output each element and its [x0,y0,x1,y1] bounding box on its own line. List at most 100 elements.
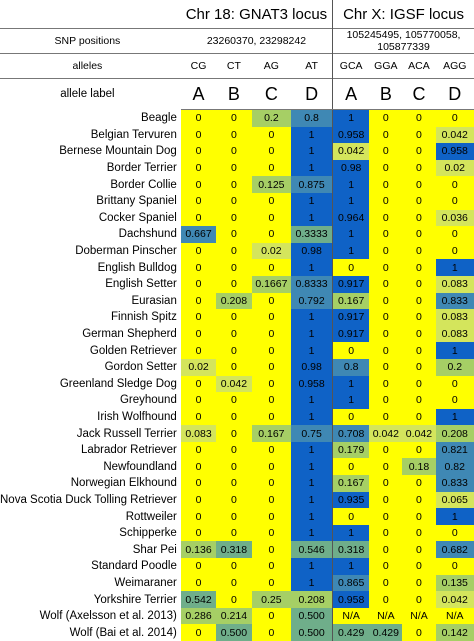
gnat3-freq-cell: 0.208 [291,591,332,608]
gnat3-freq-cell: 0 [216,508,251,525]
igsf-freq-cell: 0.917 [333,309,370,326]
igsf-freq-cell: 0 [369,243,402,260]
gnat3-freq-cell: 0 [252,458,292,475]
gnat3-allele-label-0: A [181,79,216,110]
igsf-allele-label-0: A [333,79,370,110]
igsf-freq-cell: 0 [402,160,435,177]
gnat3-freq-cell: 0 [181,243,216,260]
igsf-freq-cell: 0.208 [436,425,474,442]
gnat3-freq-cell: 0 [252,376,292,393]
igsf-freq-cell: 1 [333,243,370,260]
breed-label: Greyhound [0,392,181,409]
igsf-freq-cell: 0 [369,226,402,243]
gnat3-freq-cell: 0.875 [291,176,332,193]
gnat3-freq-cell: 0.667 [181,226,216,243]
gnat3-freq-cell: 0 [252,359,292,376]
gnat3-freq-cell: 1 [291,508,332,525]
gnat3-snp-positions: 23260370, 23298242 [181,29,333,54]
gnat3-freq-cell: 0.25 [252,591,292,608]
igsf-freq-cell: 0 [402,525,435,542]
breed-label: German Shepherd [0,326,181,343]
igsf-freq-cell: 0.036 [436,210,474,227]
igsf-freq-cell: 0 [402,624,435,641]
igsf-allele-3: AGG [436,54,474,79]
igsf-freq-cell: 0 [369,210,402,227]
igsf-freq-cell: 0 [402,359,435,376]
gnat3-freq-cell: 0 [252,293,292,310]
breed-label: Standard Poodle [0,558,181,575]
igsf-freq-cell: 0 [436,558,474,575]
breed-label: Beagle [0,110,181,127]
gnat3-freq-cell: 0 [181,409,216,426]
gnat3-freq-cell: 0 [252,575,292,592]
gnat3-freq-cell: 0 [181,143,216,160]
igsf-freq-cell: 0.042 [402,425,435,442]
gnat3-freq-cell: 0.1667 [252,276,292,293]
igsf-allele-label-3: D [436,79,474,110]
igsf-freq-cell: 0 [369,193,402,210]
igsf-freq-cell: 0.865 [333,575,370,592]
igsf-allele-label-2: C [402,79,435,110]
igsf-freq-cell: N/A [333,608,370,625]
igsf-freq-cell: 0 [402,293,435,310]
igsf-freq-cell: 0 [436,525,474,542]
gnat3-freq-cell: 0 [216,193,251,210]
igsf-freq-cell: N/A [402,608,435,625]
gnat3-freq-cell: 0 [181,193,216,210]
gnat3-freq-cell: 0.214 [216,608,251,625]
gnat3-freq-cell: 0 [216,160,251,177]
gnat3-freq-cell: 0 [216,259,251,276]
igsf-freq-cell: 0 [402,541,435,558]
igsf-freq-cell: 0 [436,243,474,260]
gnat3-freq-cell: 1 [291,442,332,459]
gnat3-freq-cell: 1 [291,160,332,177]
gnat3-freq-cell: 0 [216,176,251,193]
gnat3-freq-cell: 0.2 [252,110,292,127]
gnat3-freq-cell: 0 [252,193,292,210]
igsf-freq-cell: 0 [402,243,435,260]
gnat3-freq-cell: 0 [252,525,292,542]
igsf-freq-cell: 0 [402,143,435,160]
igsf-freq-cell: 0 [436,226,474,243]
gnat3-freq-cell: 0.208 [216,293,251,310]
igsf-freq-cell: 1 [333,226,370,243]
breed-label: Brittany Spaniel [0,193,181,210]
breed-label: Nova Scotia Duck Tolling Retriever [0,492,181,509]
gnat3-freq-cell: 0.542 [181,591,216,608]
igsf-freq-cell: 1 [436,259,474,276]
breed-label: Jack Russell Terrier [0,425,181,442]
alleles-label: alleles [0,54,181,79]
gnat3-freq-cell: 0 [181,326,216,343]
igsf-freq-cell: 0.135 [436,575,474,592]
gnat3-freq-cell: 0 [181,176,216,193]
gnat3-freq-cell: 0 [181,127,216,144]
gnat3-freq-cell: 0 [252,259,292,276]
breed-label: Wolf (Axelsson et al. 2013) [0,608,181,625]
igsf-freq-cell: 0.02 [436,160,474,177]
igsf-freq-cell: 0 [402,376,435,393]
igsf-freq-cell: 0.429 [333,624,370,641]
gnat3-freq-cell: 0 [252,226,292,243]
igsf-freq-cell: 1 [333,110,370,127]
gnat3-freq-cell: 1 [291,127,332,144]
igsf-freq-cell: 0 [369,176,402,193]
igsf-freq-cell: 1 [333,193,370,210]
igsf-freq-cell: 0.958 [333,127,370,144]
igsf-freq-cell: 0 [369,458,402,475]
gnat3-freq-cell: 0 [216,591,251,608]
gnat3-freq-cell: 0 [181,558,216,575]
gnat3-freq-cell: 0 [252,342,292,359]
gnat3-freq-cell: 0 [216,243,251,260]
gnat3-freq-cell: 0 [252,475,292,492]
